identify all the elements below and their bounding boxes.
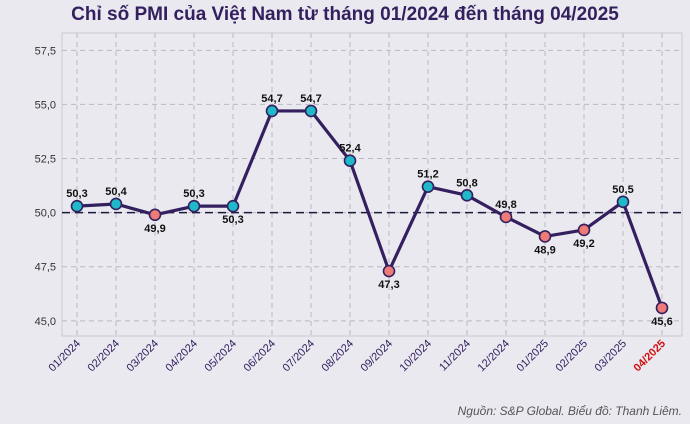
x-tick-label: 01/2024 (47, 338, 84, 375)
data-point (70, 199, 84, 213)
pmi-series-line (76, 109, 664, 309)
data-point (382, 264, 396, 278)
x-tick-label: 11/2024 (437, 338, 473, 374)
data-label: 47,3 (378, 279, 399, 291)
data-point (187, 199, 201, 213)
x-tick-label: 01/2025 (515, 338, 552, 375)
x-tick-label: 02/2024 (86, 338, 123, 375)
data-label: 50,8 (456, 177, 477, 189)
data-label: 50,3 (183, 188, 204, 200)
data-point (109, 197, 123, 211)
data-label: 50,3 (66, 188, 87, 200)
x-tick-label: 03/2025 (593, 338, 630, 375)
data-point (304, 104, 318, 118)
data-label: 45,6 (651, 316, 672, 328)
x-tick-label: 06/2024 (242, 338, 279, 375)
x-tick-label: 12/2024 (476, 338, 513, 375)
x-tick-label: 07/2024 (281, 338, 318, 375)
data-label: 51,2 (417, 169, 438, 181)
x-tick-label: 05/2024 (203, 338, 240, 375)
data-point (538, 230, 552, 243)
data-label: 50,4 (105, 186, 127, 198)
data-point (265, 104, 279, 118)
source-note: Nguồn: S&P Global. Biểu đồ: Thanh Liêm. (457, 404, 682, 418)
plot-frame (61, 32, 683, 337)
data-label: 49,2 (573, 238, 594, 250)
y-tick-label: 52,5 (35, 154, 56, 166)
x-tick-label: 02/2025 (554, 338, 591, 375)
data-label: 48,9 (534, 244, 555, 256)
data-point (499, 210, 513, 224)
data-label: 50,3 (222, 214, 243, 226)
x-tick-label: 04/2025 (632, 338, 669, 375)
x-tick-label: 03/2024 (125, 338, 162, 375)
x-tick-label: 04/2024 (164, 338, 201, 375)
data-label: 52,4 (339, 143, 361, 155)
y-tick-label: 47,5 (35, 262, 56, 274)
y-tick-label: 45,0 (35, 316, 56, 328)
x-tick-label: 08/2024 (320, 338, 357, 375)
data-point (343, 154, 357, 167)
data-point (616, 195, 630, 209)
x-tick-label: 10/2024 (398, 338, 435, 375)
data-point (460, 189, 474, 202)
x-tick-label: 09/2024 (359, 338, 396, 375)
y-tick-label: 57,5 (35, 45, 56, 57)
data-label: 50,5 (612, 184, 633, 196)
data-point (226, 199, 240, 213)
data-point (421, 180, 435, 193)
data-label: 54,7 (300, 93, 321, 105)
data-point (655, 301, 669, 315)
y-tick-label: 55,0 (35, 99, 56, 111)
data-label: 49,8 (495, 199, 516, 211)
data-point (577, 223, 591, 237)
data-label: 54,7 (261, 93, 282, 105)
y-tick-label: 50,0 (35, 208, 56, 220)
chart-title: Chỉ số PMI của Việt Nam từ tháng 01/2024… (71, 4, 619, 25)
data-label: 49,9 (144, 223, 165, 235)
data-point (148, 208, 162, 222)
